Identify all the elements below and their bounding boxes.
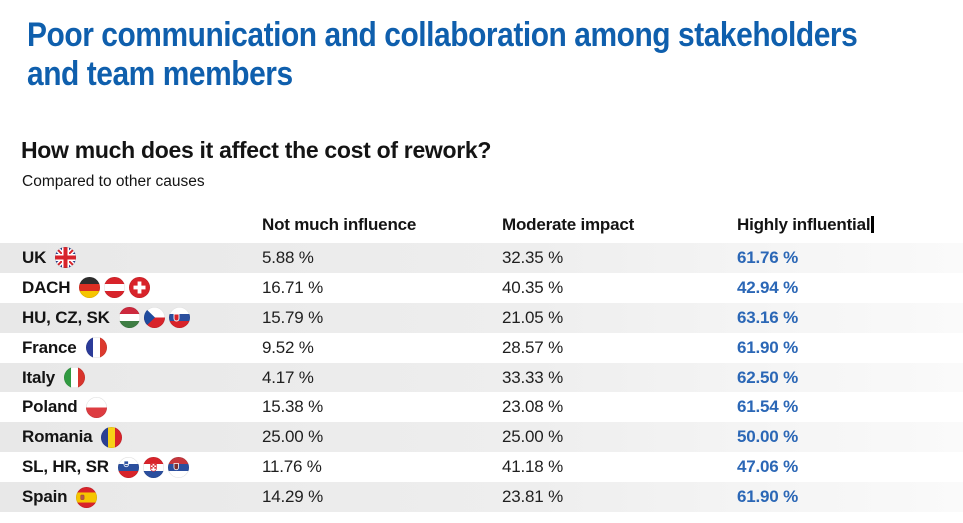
not-much-influence-value: 11.76 %: [262, 457, 322, 477]
region-cell: Romania: [22, 422, 123, 452]
moderate-impact-value: 23.81 %: [502, 487, 563, 507]
flag-ch-icon: [129, 277, 151, 299]
region-label: France: [22, 337, 77, 357]
region-cell: Spain: [22, 482, 98, 512]
page-title-line2: and team members: [27, 55, 293, 93]
region-flags: [101, 426, 123, 448]
region-cell: Italy: [22, 363, 86, 393]
table-column-headers: Not much influence Moderate impact Highl…: [0, 215, 963, 241]
not-much-influence-value: 9.52 %: [262, 337, 314, 357]
region-flags: [79, 277, 151, 299]
table-row: UK 5.88 % 32.35 % 61.76 %: [0, 243, 963, 273]
flag-hr-icon: [142, 456, 164, 478]
flag-fr-icon: [85, 337, 107, 359]
not-much-influence-value: 14.29 %: [262, 487, 323, 507]
region-cell: Poland: [22, 392, 108, 422]
table-row: Romania 25.00 % 25.00 % 50.00 %: [0, 422, 963, 453]
not-much-influence-value: 15.38 %: [262, 397, 323, 417]
flag-es-icon: [76, 486, 98, 508]
section-question: How much does it affect the cost of rewo…: [21, 137, 492, 163]
not-much-influence-value: 5.88 %: [262, 247, 314, 267]
region-label: Spain: [22, 487, 68, 507]
flag-cz-icon: [143, 307, 165, 329]
region-flags: [64, 367, 86, 388]
flag-rs-icon: [167, 456, 189, 478]
moderate-impact-value: 40.35 %: [502, 277, 563, 297]
table-row: Italy 4.17 % 33.33 % 62.50 %: [0, 362, 963, 393]
page-title-line1: Poor communication and collaboration amo…: [27, 16, 858, 54]
flag-si-icon: [117, 456, 139, 478]
region-label: Italy: [22, 367, 56, 387]
region-flags: [85, 337, 107, 359]
table-row: Poland 15.38 % 23.08 % 61.54 %: [0, 392, 963, 422]
page-title: Poor communication and collaboration amo…: [27, 16, 858, 94]
region-flags: [86, 396, 108, 418]
region-label: Romania: [22, 427, 93, 447]
region-label: SL, HR, SR: [22, 457, 109, 477]
flag-at-icon: [104, 277, 126, 299]
not-much-influence-value: 15.79 %: [262, 307, 323, 327]
region-cell: DACH: [22, 273, 151, 303]
section-subtitle: Compared to other causes: [22, 173, 205, 190]
flag-pl-icon: [86, 396, 108, 418]
moderate-impact-value: 33.33 %: [502, 367, 563, 387]
column-header-highly-influential: Highly influential: [737, 215, 875, 235]
not-much-influence-value: 16.71 %: [262, 277, 323, 297]
highly-influential-value: 62.50 %: [737, 367, 798, 387]
highly-influential-value: 42.94 %: [737, 277, 798, 297]
column-header-moderate-impact: Moderate impact: [502, 215, 635, 234]
moderate-impact-value: 32.35 %: [502, 247, 563, 267]
column-header-not-much-influence: Not much influence: [262, 215, 417, 234]
flag-ro-icon: [101, 426, 123, 448]
region-label: UK: [22, 247, 47, 267]
highly-influential-value: 50.00 %: [737, 427, 798, 447]
moderate-impact-value: 23.08 %: [502, 397, 563, 417]
moderate-impact-value: 28.57 %: [502, 337, 563, 357]
table-body: UK 5.88 % 32.35 % 61.76 % DACH: [0, 243, 963, 513]
moderate-impact-value: 25.00 %: [502, 427, 563, 447]
highly-influential-value: 61.76 %: [737, 247, 798, 267]
region-cell: SL, HR, SR: [22, 452, 189, 482]
region-cell: UK: [22, 243, 77, 273]
highly-influential-value: 61.90 %: [737, 337, 798, 357]
table-row: France 9.52 % 28.57 % 61.90 %: [0, 333, 963, 363]
table-row: DACH 16.71 % 40.35 % 42.94 %: [0, 273, 963, 303]
flag-uk-icon: [55, 247, 77, 269]
highly-influential-value: 47.06 %: [737, 457, 798, 477]
table-row: SL, HR, SR 11.76 % 41.18 % 47.06 %: [0, 452, 963, 482]
flag-hu-icon: [118, 307, 140, 329]
region-flags: [76, 486, 98, 508]
not-much-influence-value: 25.00 %: [262, 427, 323, 447]
highly-influential-value: 61.90 %: [737, 487, 798, 507]
region-label: HU, CZ, SK: [22, 307, 110, 327]
flag-sk-icon: [168, 307, 190, 329]
flag-it-icon: [64, 367, 86, 388]
not-much-influence-value: 4.17 %: [262, 367, 314, 387]
region-label: DACH: [22, 277, 71, 297]
moderate-impact-value: 41.18 %: [502, 457, 563, 477]
region-flags: [55, 247, 77, 269]
table-row: Spain 14.29 % 23.81 % 61.90 %: [0, 482, 963, 513]
moderate-impact-value: 21.05 %: [502, 307, 563, 327]
highly-influential-value: 63.16 %: [737, 307, 798, 327]
table-row: HU, CZ, SK 15.79 % 21.05 % 63.16 %: [0, 302, 963, 333]
highly-influential-value: 61.54 %: [737, 397, 798, 417]
text-cursor-artifact: [871, 216, 875, 233]
region-cell: France: [22, 333, 107, 363]
flag-de-icon: [79, 277, 101, 299]
region-cell: HU, CZ, SK: [22, 303, 190, 333]
region-flags: [117, 456, 189, 478]
region-label: Poland: [22, 397, 78, 417]
region-flags: [118, 307, 190, 329]
